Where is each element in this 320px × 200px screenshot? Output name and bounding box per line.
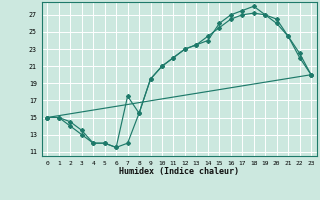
X-axis label: Humidex (Indice chaleur): Humidex (Indice chaleur)	[119, 167, 239, 176]
